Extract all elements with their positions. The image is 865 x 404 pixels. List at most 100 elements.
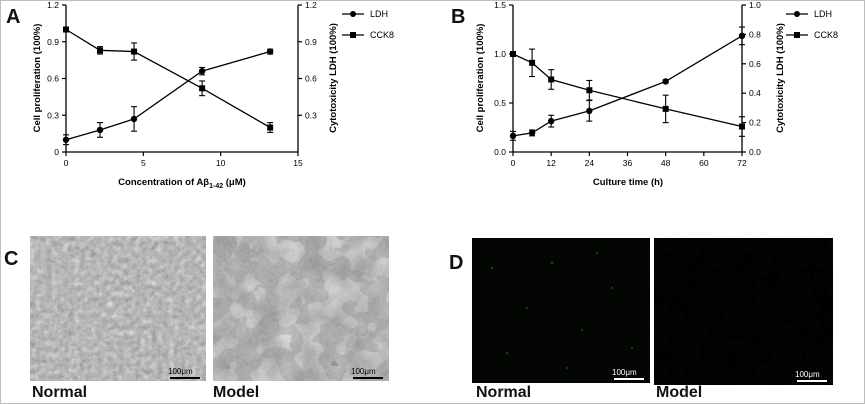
- chart-b-ytick-label: 1.5: [494, 0, 506, 10]
- chart-b-axes: [512, 5, 743, 153]
- chart-b-line-cck8: [512, 53, 743, 128]
- chart-b-point-ldh: [738, 32, 746, 40]
- chart-b-xtick-label: 36: [623, 158, 633, 168]
- chart-a-point-ldh: [62, 136, 70, 143]
- scale-bar-c-normal: 100μm: [168, 367, 202, 379]
- chart-b-y2tick-label: 0.0: [749, 147, 761, 157]
- chart-b-point-cck8: [739, 123, 745, 130]
- chart-b-legend: LDH CCK8: [786, 9, 838, 40]
- chart-a-y2tick-label: 0.9: [305, 37, 317, 47]
- legend-ldh-label: LDH: [370, 9, 388, 19]
- legend-ldh-marker: [350, 11, 356, 17]
- chart-b-xtick-label: 60: [699, 158, 709, 168]
- chart-b-point-ldh: [586, 107, 593, 115]
- chart-a-point-ldh: [198, 67, 206, 75]
- micrograph-c-normal-image: [30, 236, 206, 381]
- scale-bar-c-model: 100μm: [351, 367, 385, 379]
- panel-label-c: C: [4, 248, 19, 270]
- chart-a-ytick-label: 0.6: [47, 74, 59, 84]
- legend-cck8-marker: [794, 32, 800, 38]
- chart-b-point-ldh: [528, 129, 536, 137]
- legend-cck8-label: CCK8: [370, 30, 394, 40]
- chart-b-y2tick-label: 0.6: [749, 59, 761, 69]
- chart-b-y2tick-label: 0.8: [749, 29, 761, 39]
- micrograph-c-model: 100μm: [213, 236, 389, 381]
- chart-a-xlabel-main: Concentration of Aβ: [118, 177, 209, 188]
- chart-a: 0 5 10 15 0 0.3 0.6 0.9 1.2 0.3 0.6 0.9 1.2 Cell pro…: [32, 0, 394, 190]
- chart-b-point-cck8: [529, 59, 536, 66]
- chart-b-point-cck8: [586, 87, 593, 94]
- caption-d-normal: Normal: [476, 384, 532, 401]
- micrograph-d-model: 100μm: [654, 238, 833, 385]
- chart-a-xlabel-sub: 1-42: [209, 183, 223, 190]
- chart-b-xtick-label: 12: [546, 158, 556, 168]
- chart-b-point-ldh: [509, 132, 517, 140]
- chart-a-point-ldh: [266, 48, 274, 55]
- scale-label-d-normal: 100μm: [612, 368, 637, 377]
- chart-a-xtick-label: 0: [64, 158, 69, 168]
- chart-b-point-cck8: [662, 105, 669, 112]
- legend-cck8-marker: [350, 32, 356, 38]
- chart-b-point-ldh: [662, 78, 669, 85]
- scale-label-c-normal: 100μm: [168, 367, 193, 376]
- scale-label-c-model: 100μm: [351, 367, 376, 376]
- caption-d-model: Model: [656, 384, 703, 401]
- chart-a-ytick-label: 0.9: [47, 37, 59, 47]
- scale-label-d-model: 100μm: [795, 370, 820, 379]
- micrograph-d-normal: 100μm: [472, 238, 650, 383]
- chart-a-xlabel-unit: (μM): [223, 177, 246, 188]
- chart-a-point-cck8: [97, 47, 104, 54]
- micrograph-c-normal: 100μm: [30, 236, 206, 381]
- chart-b-y2tick-label: 0.2: [749, 118, 761, 128]
- chart-a-line-ldh: [65, 50, 271, 141]
- chart-a-y2tick-label: 0.3: [305, 110, 317, 120]
- micrograph-d-model-image: [654, 238, 833, 385]
- chart-b-y2tick-label: 0.4: [749, 88, 761, 98]
- chart-b-ytick-label: 0.5: [494, 98, 506, 108]
- chart-b-ytick-label: 1.0: [494, 49, 506, 59]
- chart-b-point-ldh: [547, 117, 555, 125]
- chart-b-xtick-label: 0: [511, 158, 516, 168]
- panel-label-a: A: [6, 6, 21, 28]
- chart-a-xtick-label: 10: [216, 158, 226, 168]
- chart-a-point-cck8: [267, 124, 274, 131]
- chart-b-xtick-label: 24: [585, 158, 595, 168]
- chart-a-ytick-label: 1.2: [47, 0, 59, 10]
- chart-a-y2tick-label: 1.2: [305, 0, 317, 10]
- panel-label-b: B: [451, 6, 466, 28]
- scale-bar-d-model: 100μm: [795, 370, 829, 382]
- scale-bar-d-normal: 100μm: [612, 368, 646, 380]
- panel-label-d: D: [449, 252, 464, 274]
- chart-b-ylabel: Cell proliferation (100%): [475, 24, 486, 133]
- chart-a-line-cck8: [65, 28, 271, 129]
- chart-a-point-cck8: [63, 26, 69, 33]
- chart-b-xtick-label: 72: [737, 158, 747, 168]
- chart-a-ylabel: Cell proliferation (100%): [32, 24, 43, 133]
- legend-ldh-label: LDH: [814, 9, 832, 19]
- legend-ldh-marker: [794, 11, 800, 17]
- chart-b-xlabel: Culture time (h): [593, 177, 663, 188]
- caption-c-model: Model: [213, 384, 260, 401]
- chart-a-xtick-label: 15: [293, 158, 303, 168]
- chart-a-xlabel: Concentration of Aβ1-42 (μM): [118, 177, 246, 190]
- chart-b-line-ldh: [512, 35, 743, 137]
- legend-cck8-label: CCK8: [814, 30, 838, 40]
- chart-b-ytick-label: 0.0: [494, 147, 506, 157]
- micrograph-d-normal-image: [490, 251, 634, 369]
- chart-a-y2tick-label: 0.6: [305, 74, 317, 84]
- chart-b-xtick-label: 48: [661, 158, 671, 168]
- chart-b-y2label: Cytotoxicity LDH (100%): [775, 23, 786, 133]
- chart-b-y2tick-label: 1.0: [749, 0, 761, 10]
- micrograph-c-model-image: [213, 236, 389, 381]
- caption-c-normal: Normal: [32, 384, 88, 401]
- chart-a-legend: LDH CCK8: [342, 9, 394, 40]
- chart-a-ytick-label: 0.3: [47, 110, 59, 120]
- chart-a-point-ldh: [130, 115, 138, 123]
- chart-b-point-cck8: [510, 51, 516, 57]
- chart-a-y2label: Cytotoxicity LDH (100%): [328, 23, 339, 133]
- chart-b-point-cck8: [548, 76, 555, 83]
- chart-a-ytick-label: 0: [54, 147, 59, 157]
- chart-a-xtick-label: 5: [141, 158, 146, 168]
- chart-a-point-ldh: [96, 126, 104, 134]
- chart-b: 0 12 24 36 48 60 720.00.51.01.50.00.20.40.60.8…: [475, 0, 838, 188]
